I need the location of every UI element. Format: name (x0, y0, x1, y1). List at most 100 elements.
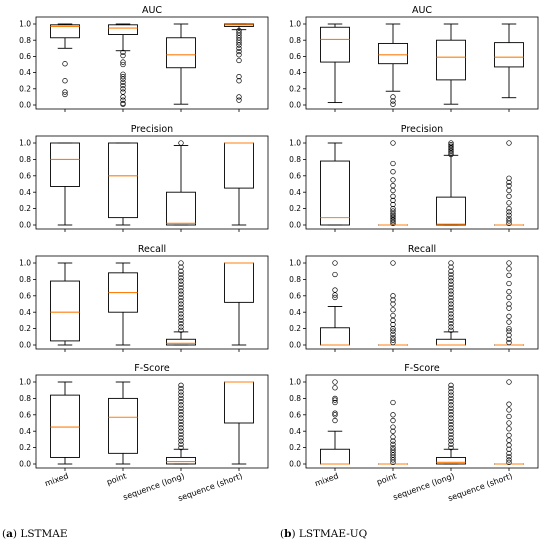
outlier-point (390, 197, 396, 204)
outlier-point (332, 287, 338, 293)
y-tick-label: 0.0 (289, 341, 301, 350)
panel-frame (305, 374, 539, 469)
outlier-point (178, 314, 184, 320)
outlier-point (448, 301, 454, 307)
outlier-point (506, 446, 512, 452)
x-category-label: sequence (long) (122, 471, 186, 502)
box-sequence-long (166, 260, 196, 346)
y-tick-label: 0.2 (19, 84, 31, 93)
box-mixed (50, 381, 80, 465)
outlier-point (448, 271, 454, 278)
y-tick-label: 0.0 (19, 460, 31, 469)
outlier-point (506, 289, 512, 295)
y-tick-label: 0.4 (19, 427, 31, 436)
y-tick-label: 1.0 (289, 259, 301, 268)
outlier-point (448, 260, 454, 266)
box-iqr (436, 456, 466, 465)
y-tick-label: 0.6 (19, 410, 31, 419)
outlier-point (178, 438, 184, 444)
outlier-point (332, 379, 338, 385)
outlier-point (332, 397, 338, 403)
outlier-point (390, 334, 396, 341)
outlier-point (448, 405, 454, 411)
outlier-point (390, 297, 396, 303)
outlier-point (448, 281, 454, 287)
x-category-label: sequence (short) (177, 471, 244, 503)
outlier-point (332, 395, 338, 402)
y-tick-label: 0.8 (289, 155, 301, 164)
box-mixed (50, 23, 80, 98)
panel-title: Precision (401, 124, 443, 135)
y-tick-label: 1.0 (19, 378, 31, 387)
outlier-point (506, 218, 512, 224)
box-sequence-long (436, 23, 466, 105)
panel-title: F-Score (404, 363, 440, 374)
outlier-point (506, 339, 512, 346)
outlier-point (178, 435, 184, 441)
outlier-point (62, 78, 68, 84)
outlier-point (390, 434, 396, 440)
box-point (378, 399, 408, 466)
outlier-point (390, 160, 396, 167)
outlier-point (178, 275, 184, 281)
outlier-point (448, 304, 454, 310)
y-tick-label: 0.4 (289, 427, 301, 436)
outlier-point (120, 82, 126, 89)
outlier-point (506, 272, 512, 278)
outlier-point (506, 182, 512, 189)
y-tick-label: 0.6 (289, 171, 301, 180)
x-category-label: point (105, 471, 127, 486)
outlier-point (390, 260, 396, 266)
box-iqr (378, 42, 408, 65)
outlier-point (506, 450, 512, 456)
outlier-point (178, 298, 184, 304)
panel-title: Recall (408, 244, 436, 255)
outlier-point (506, 459, 512, 466)
outlier-point (120, 86, 126, 92)
outlier-point (506, 457, 512, 463)
y-tick-label: 0.0 (289, 101, 301, 110)
outlier-point (236, 57, 242, 64)
y-tick-label: 0.6 (289, 410, 301, 419)
outlier-point (62, 61, 68, 67)
outlier-point (178, 268, 184, 274)
box-sequence-short (224, 23, 254, 103)
outlier-point (178, 284, 184, 291)
box-point (108, 23, 138, 107)
panel-title: Recall (138, 244, 166, 255)
box-iqr (166, 191, 196, 226)
outlier-point (448, 392, 454, 398)
outlier-point (178, 260, 184, 266)
y-tick-label: 0.6 (289, 291, 301, 300)
box-iqr (320, 26, 350, 63)
outlier-point (178, 415, 184, 421)
outlier-point (448, 143, 454, 149)
outlier-point (390, 177, 396, 183)
box-iqr (50, 280, 80, 342)
outlier-point (448, 307, 454, 314)
y-tick-label: 0.4 (19, 188, 31, 197)
outlier-point (390, 417, 396, 424)
box-mixed (50, 262, 80, 346)
outlier-point (448, 412, 454, 418)
outlier-point (390, 214, 396, 220)
panel-frame (35, 16, 269, 110)
outlier-point (448, 441, 454, 447)
boxplot-panel-a-recall: Recall 0.0 0.2 0.4 0.6 0.8 1.0 (19, 244, 269, 352)
y-tick-label: 0.8 (289, 394, 301, 403)
caption-a-text: LSTMAE (20, 528, 68, 540)
outlier-point (236, 97, 242, 103)
box-point (378, 140, 408, 227)
outlier-point (120, 97, 126, 103)
outlier-point (178, 418, 184, 425)
box-point (378, 23, 408, 107)
caption-b: (b) LSTMAE-UQ (280, 528, 368, 540)
outlier-point (236, 94, 242, 100)
outlier-point (448, 291, 454, 297)
outlier-point (332, 410, 338, 416)
boxplot-panel-a-auc: AUC 0.0 0.2 0.4 0.6 0.8 1.0 (19, 5, 269, 112)
outlier-point (506, 332, 512, 338)
outlier-point (390, 399, 396, 406)
box-iqr (108, 142, 138, 219)
